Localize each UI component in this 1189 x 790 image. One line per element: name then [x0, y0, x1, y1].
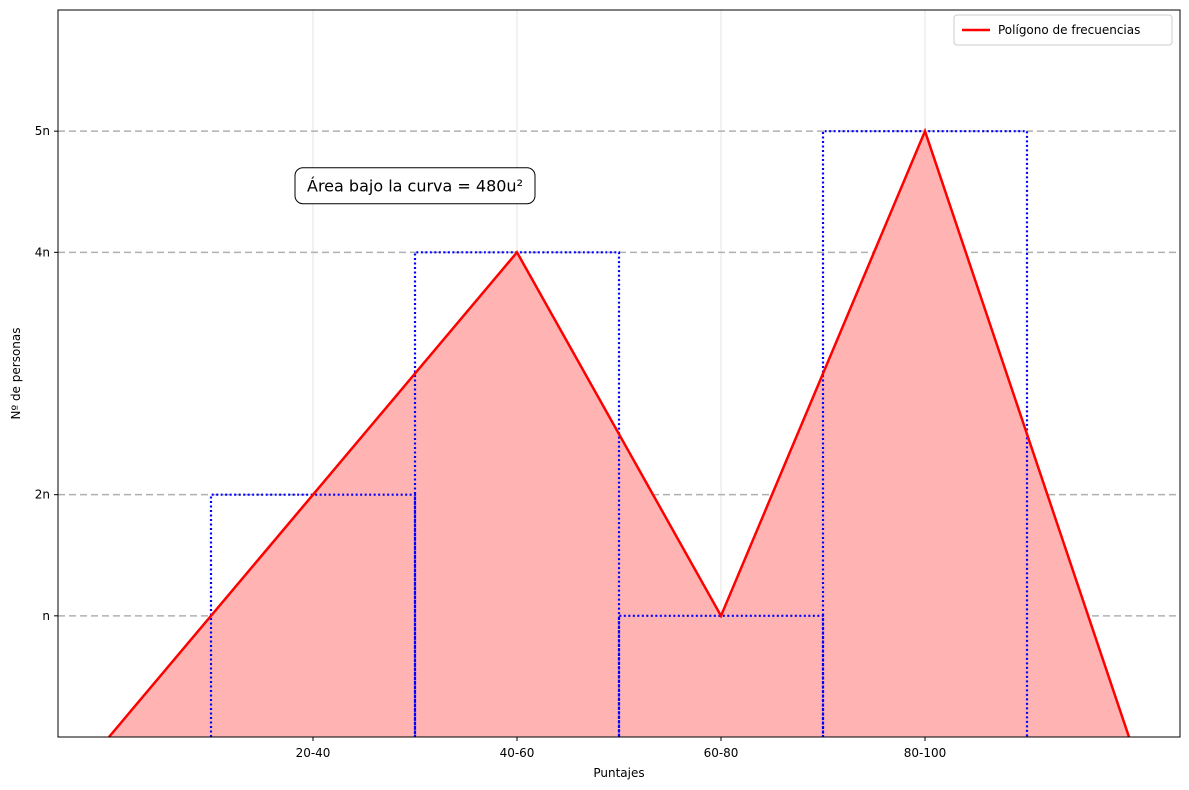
- plot-frame: [57, 9, 1181, 738]
- y-tick-label: n: [42, 609, 50, 623]
- legend: Polígono de frecuencias: [953, 14, 1173, 46]
- polygon-line: [108, 127, 1131, 738]
- ticks-layer: 20-40 40-60 60-80 80-100 n 2n 4n 5n: [35, 124, 947, 760]
- fill-layer: [109, 131, 1129, 737]
- legend-box: [953, 14, 1173, 46]
- annotation-text: Área bajo la curva = 480u²: [307, 177, 523, 196]
- x-tick-label: 60-80: [704, 746, 739, 760]
- y-tick-label: 4n: [35, 245, 50, 259]
- area-under-curve: [109, 131, 1129, 737]
- annotation-box: [294, 167, 536, 205]
- histogram-bar: [209, 493, 417, 737]
- x-tick-label: 20-40: [296, 746, 331, 760]
- y-axis-label: Nº de personas: [9, 328, 23, 420]
- x-axis-label: Puntajes: [593, 766, 644, 780]
- polygon-line-layer: [108, 127, 1131, 738]
- x-tick-label: 80-100: [904, 746, 947, 760]
- legend-label: Polígono de frecuencias: [998, 23, 1140, 37]
- y-tick-label: 2n: [35, 488, 50, 502]
- y-tick-label: 5n: [35, 124, 50, 138]
- x-tick-label: 40-60: [500, 746, 535, 760]
- area-annotation: Área bajo la curva = 480u²: [294, 167, 536, 205]
